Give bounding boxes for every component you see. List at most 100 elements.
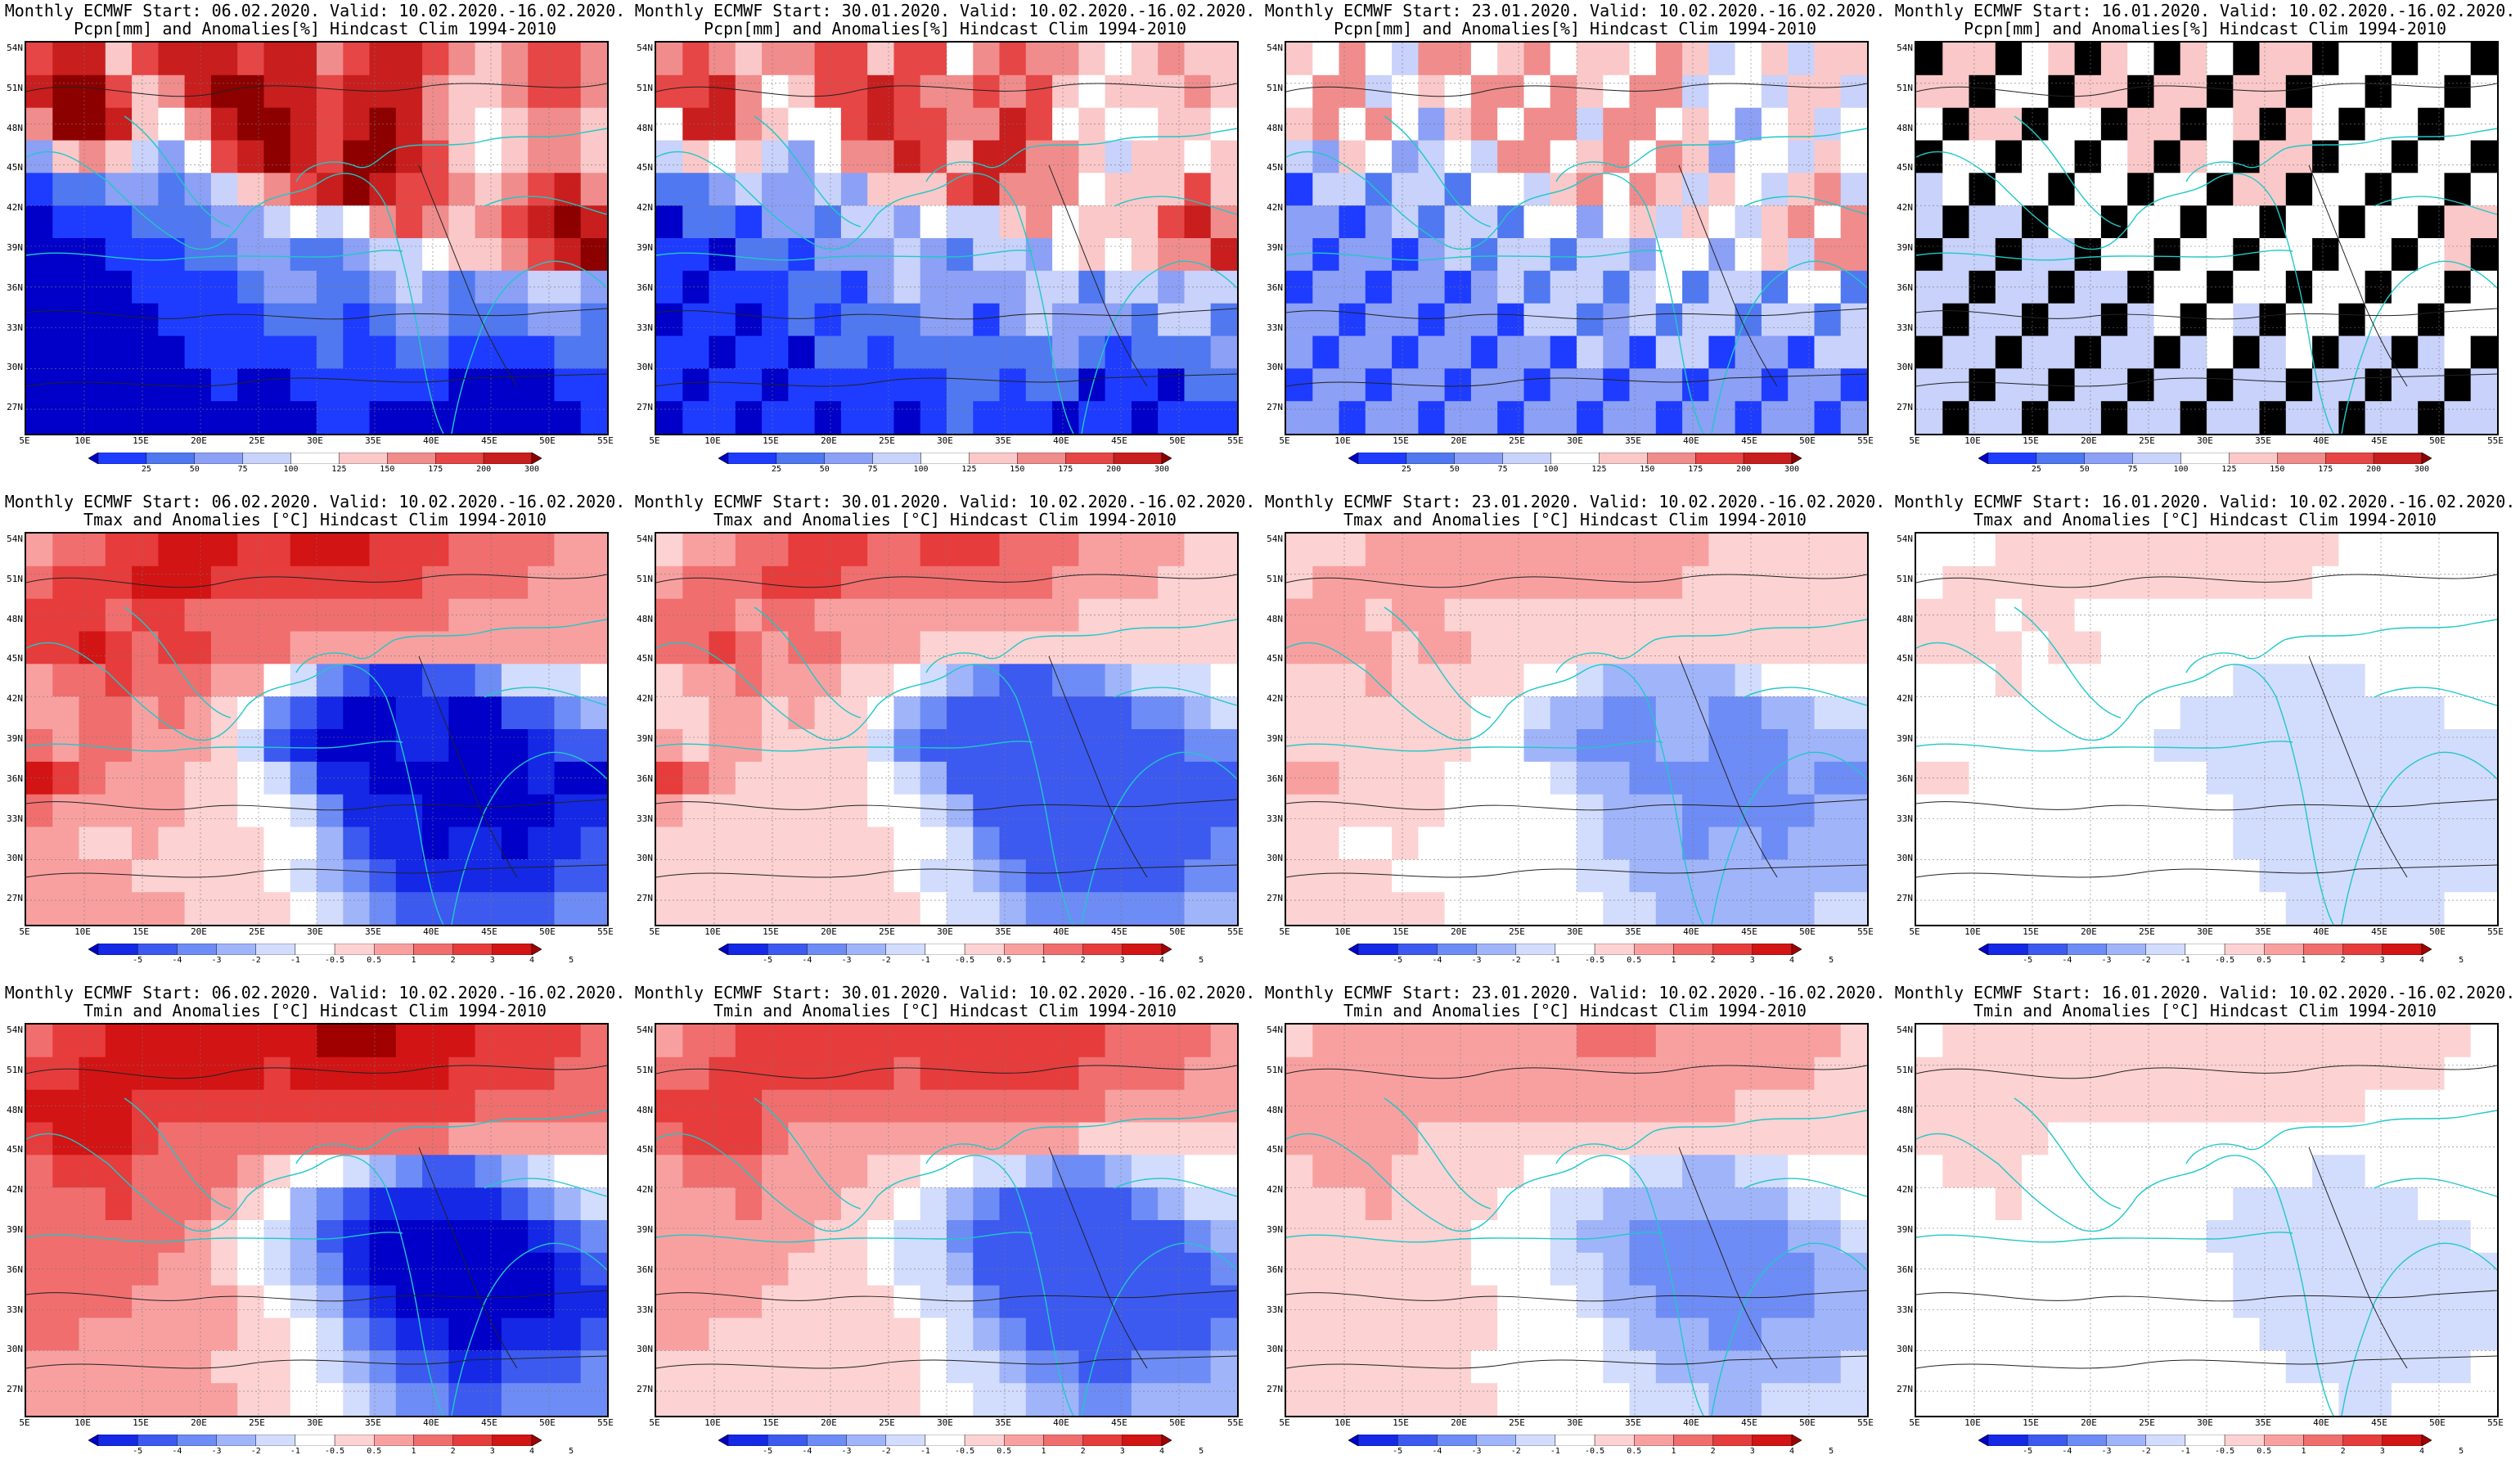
lon-tick-label: 40E [1053,435,1069,446]
field-cell [1052,1383,1079,1416]
colorbar-tick-label: -5 [763,1447,773,1456]
coastline-path [1286,250,1663,261]
field-cell [682,368,710,402]
colorbar-segment [2027,943,2068,956]
field-cell [682,534,710,567]
field-cell [1788,1025,1816,1058]
field-cell [947,336,974,369]
field-cell [1629,401,1657,434]
field-cell [2233,270,2261,304]
field-cell [1550,238,1577,272]
field-cell [2285,303,2313,337]
field-cell [1470,565,1498,600]
lat-tick-label: 27N [1267,402,1283,413]
field-cell [448,238,476,272]
field-cell [656,696,683,730]
field-cell [788,173,816,206]
lat-tick-label: 33N [1897,322,1913,333]
field-cell [132,664,159,697]
coastline-path [124,115,232,227]
field-cell [132,1220,159,1254]
field-cell [317,205,344,239]
field-cell [2153,1122,2181,1155]
field-cell [1210,794,1237,828]
field-cell [1682,1285,1709,1319]
field-cell [682,729,710,763]
field-cell [2365,140,2392,173]
field-cell [1392,205,1419,239]
panel-title-line2: Pcpn[mm] and Anomalies[%] Hindcast Clim … [1333,19,1816,38]
field-cell [893,1350,921,1384]
colorbar-tick-label: -0.5 [325,1447,345,1456]
field-cell [1995,598,2023,633]
field-cell [580,1220,607,1254]
lon-tick-label: 55E [1857,1417,1874,1428]
coastline-path [1114,196,1237,215]
field-cell [2022,565,2049,600]
lon-tick-label: 30E [307,926,323,937]
field-cell [2233,43,2261,76]
field-cell [554,205,582,239]
field-cell [1916,1285,1943,1319]
field-cell [263,534,291,567]
field-cell [1210,729,1237,763]
field-cell [735,761,763,795]
field-cell [79,401,106,434]
field-cell [1131,1187,1159,1221]
field-cell [1761,696,1789,730]
field-cell [554,1285,582,1319]
field-cell [947,140,974,173]
field-cell [2022,1025,2049,1058]
field-cell [1788,401,1816,434]
field-cell [395,107,423,142]
lat-tick-label: 51N [637,82,653,93]
field-cell [2022,336,2049,369]
lon-tick-label: 35E [365,926,381,937]
field-cell [2100,401,2128,434]
field-cell [1995,1383,2023,1416]
field-cell [395,1187,423,1221]
field-cell [840,729,868,763]
lon-tick-label: 15E [1393,1417,1409,1428]
field-cell [1365,1383,1393,1416]
field-cell [2338,565,2366,600]
field-cell [1025,565,1053,600]
field-cell [1312,1025,1340,1058]
field-cell [1497,1383,1525,1416]
panel-title-line1: Monthly ECMWF Start: 23.01.2020. Valid: … [1264,1,1886,20]
field-cell [1942,205,1970,239]
field-cell [1655,729,1683,763]
lat-tick-label: 51N [7,82,23,93]
field-cell [867,368,895,402]
field-cell [1840,598,1867,633]
field-cell [1078,140,1106,173]
field-cell [343,1025,371,1058]
colorbar [718,1434,1172,1447]
lon-tick-label: 5E [1279,926,1290,937]
field-cell [158,1350,186,1384]
field-cell [2391,43,2419,76]
field-cell [1942,1122,1970,1155]
field-cell [1995,794,2023,828]
field-cell [999,1318,1027,1351]
field-cell [1470,401,1498,434]
coastline-path [1384,606,1492,718]
field-cell [1444,1350,1472,1384]
field-cell [1788,859,1816,893]
contour-line [1916,308,2497,320]
field-cell [79,598,106,633]
field-cell [2100,43,2128,76]
field-cell [1210,1220,1237,1254]
field-cell [2100,238,2128,272]
colorbar-segment [767,1434,808,1447]
colorbar-segment [2224,1434,2265,1447]
field-cell [1497,794,1525,828]
field-cell [1158,1056,1186,1091]
colorbar-segment [1515,1434,1556,1447]
field-cell [1131,598,1159,633]
field-cell [2470,827,2497,860]
field-cell [2470,534,2497,567]
field-cell [2444,892,2472,925]
field-cell [1444,368,1472,402]
field-cell [2074,892,2102,925]
